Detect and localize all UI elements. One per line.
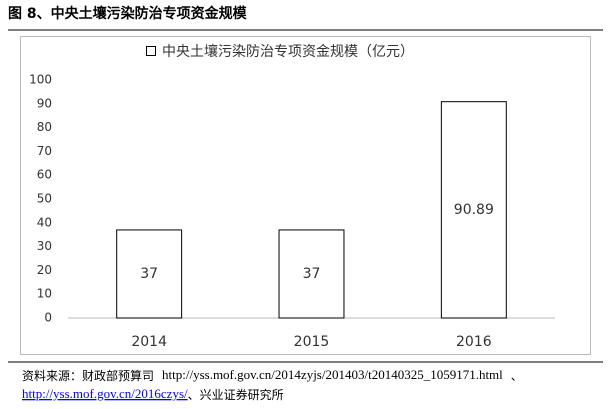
figure-title: 图 8、中央土壤污染防治专项资金规模 [8, 5, 248, 22]
data-label: 37 [140, 266, 158, 282]
source-label: 资料来源：财政部预算司 [22, 368, 154, 383]
x-tick-label: 2014 [131, 334, 167, 350]
y-tick-label: 30 [37, 239, 52, 253]
bar [278, 229, 345, 319]
data-label: 37 [303, 266, 321, 282]
source-url[interactable]: http://yss.mof.gov.cn/2016czys/ [22, 386, 188, 401]
x-tick-label: 2016 [456, 334, 492, 350]
y-tick-label: 100 [29, 73, 52, 87]
data-label: 90.89 [454, 202, 494, 218]
y-tick-label: 40 [37, 215, 52, 229]
source-line-1: 资料来源：财政部预算司 http://yss.mof.gov.cn/2014zyj… [22, 367, 523, 383]
y-tick-label: 10 [37, 287, 52, 301]
y-tick-label: 60 [37, 168, 52, 182]
y-tick-label: 20 [37, 263, 52, 277]
source-sep: 、 [511, 369, 523, 383]
bar [116, 229, 183, 319]
legend-swatch [146, 46, 156, 56]
source-tail: 、兴业证券研究所 [188, 387, 284, 402]
source-line-2: http://yss.mof.gov.cn/2016czys/、兴业证券研究所 [22, 386, 284, 402]
bar [440, 101, 507, 319]
y-tick-label: 80 [37, 120, 52, 134]
y-tick-label: 0 [44, 311, 52, 325]
y-tick-label: 50 [37, 192, 52, 206]
source-url[interactable]: http://yss.mof.gov.cn/2014zyjs/201403/t2… [162, 367, 503, 382]
chart-frame [20, 36, 591, 355]
y-tick-label: 90 [37, 96, 52, 110]
x-tick-label: 2015 [294, 334, 330, 350]
legend-label: 中央土壤污染防治专项资金规模（亿元） [162, 43, 414, 60]
y-tick-label: 70 [37, 144, 52, 158]
